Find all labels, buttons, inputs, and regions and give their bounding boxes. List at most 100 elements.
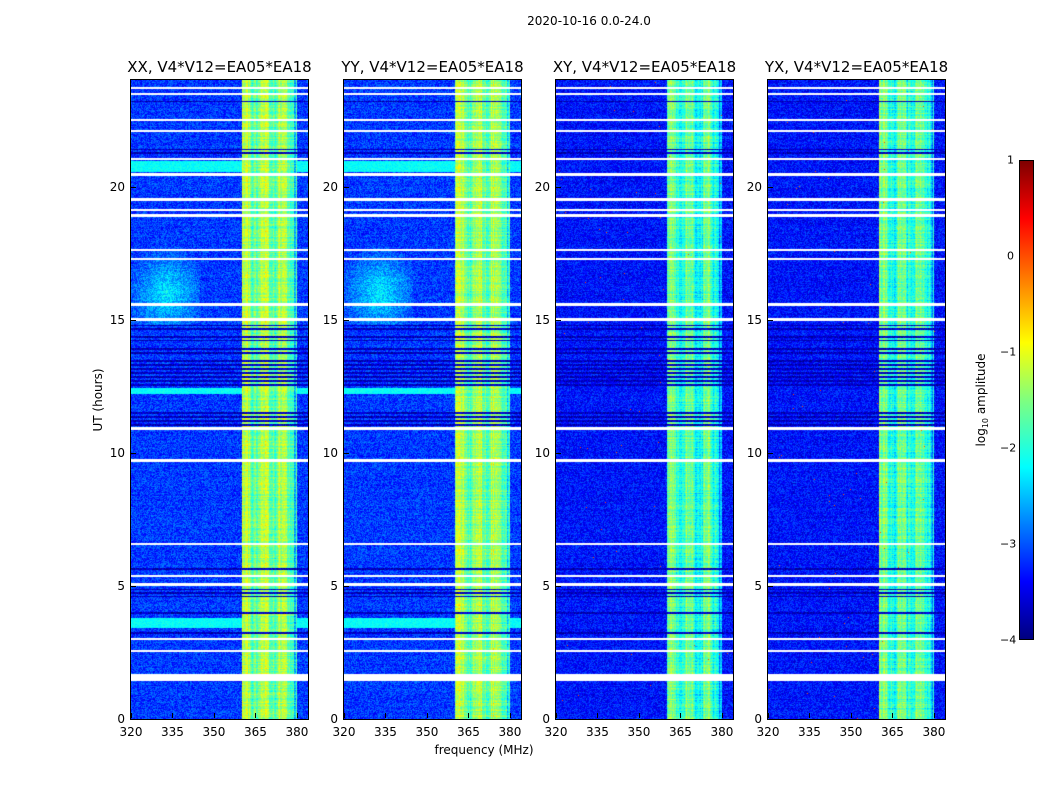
- y-tick-label: 0: [542, 712, 550, 726]
- x-tick-mark: [768, 713, 769, 718]
- x-tick-mark: [892, 713, 894, 718]
- panel-title: XX, V4*V12=EA05*EA18: [127, 58, 312, 76]
- y-tick-label: 5: [754, 578, 762, 593]
- x-tick-label: 320: [544, 725, 568, 739]
- colorbar-tick-label: 1: [1007, 153, 1014, 167]
- colorbar-label-suffix: amplitude: [973, 353, 988, 418]
- colorbar-tick-label: −1: [1000, 345, 1017, 359]
- y-tick-label: 10: [746, 445, 762, 460]
- x-tick-label: 335: [586, 725, 609, 739]
- x-tick-label: 365: [244, 725, 267, 739]
- colorbar-tick-label: −4: [1000, 633, 1017, 647]
- y-tick-mark: [556, 719, 561, 720]
- y-tick-mark: [556, 452, 561, 454]
- heatmap-image: [344, 80, 521, 719]
- spectrogram-panel-2: YY, V4*V12=EA05*EA18 320 335 350 365 380 0 5 10 1…: [323, 58, 524, 739]
- y-tick-label: 10: [109, 445, 125, 460]
- y-tick-label: 20: [322, 179, 338, 194]
- y-tick-label: 5: [542, 578, 550, 593]
- y-tick-mark: [344, 585, 349, 587]
- colorbar-label-sub: 10: [981, 417, 991, 429]
- x-tick-label: 350: [415, 725, 439, 739]
- x-tick-mark: [385, 713, 387, 718]
- y-tick-mark: [131, 452, 136, 454]
- y-tick-label: 15: [534, 312, 550, 327]
- x-tick-label: 365: [669, 725, 692, 739]
- y-tick-label: 15: [322, 312, 338, 327]
- colorbar-tick-label: −2: [1000, 441, 1017, 455]
- x-tick-mark: [255, 713, 257, 718]
- y-tick-label: 20: [534, 179, 550, 194]
- x-tick-label: 320: [119, 725, 143, 739]
- y-tick-mark: [768, 452, 773, 454]
- colorbar-label-prefix: log: [973, 428, 988, 447]
- x-tick-mark: [933, 713, 935, 718]
- x-tick-mark: [556, 713, 557, 718]
- colorbar-label: log10 amplitude: [974, 354, 990, 447]
- panel-title: YY, V4*V12=EA05*EA18: [341, 58, 524, 76]
- y-tick-label: 15: [746, 312, 762, 327]
- y-tick-label: 10: [322, 445, 338, 460]
- y-tick-mark: [768, 319, 773, 321]
- x-tick-mark: [638, 713, 640, 718]
- spectrogram-panel-3: XY, V4*V12=EA05*EA18 320 335 350 365 380 0 5 10 1…: [535, 58, 736, 739]
- x-tick-mark: [131, 713, 132, 718]
- y-tick-mark: [344, 186, 349, 188]
- x-tick-mark: [213, 713, 215, 718]
- y-tick-label: 5: [330, 578, 338, 593]
- y-tick-mark: [131, 585, 136, 587]
- x-tick-label: 350: [202, 725, 226, 739]
- y-tick-label: 20: [109, 179, 125, 194]
- x-tick-label: 380: [710, 725, 734, 739]
- y-tick-label: 15: [109, 312, 125, 327]
- y-tick-label: 20: [746, 179, 762, 194]
- heatmap-image: [131, 80, 308, 719]
- x-tick-label: 350: [627, 725, 651, 739]
- x-tick-mark: [721, 713, 723, 718]
- x-tick-mark: [850, 713, 852, 718]
- y-tick-mark: [768, 585, 773, 587]
- heatmap-image: [556, 80, 733, 719]
- y-tick-mark: [556, 319, 561, 321]
- x-tick-label: 335: [374, 725, 397, 739]
- y-tick-mark: [556, 186, 561, 188]
- x-tick-mark: [468, 713, 470, 718]
- panel-title: XY, V4*V12=EA05*EA18: [552, 58, 737, 76]
- colorbar-tick-label: −3: [1000, 537, 1017, 551]
- x-tick-label: 320: [332, 725, 356, 739]
- x-tick-label: 335: [798, 725, 821, 739]
- y-tick-mark: [131, 719, 136, 720]
- spectrogram-panel-4: YX, V4*V12=EA05*EA18 320 335 350 365 380 0 5 10 1…: [747, 58, 948, 739]
- x-tick-label: 365: [881, 725, 904, 739]
- x-tick-label: 350: [839, 725, 863, 739]
- panel-title: YX, V4*V12=EA05*EA18: [764, 58, 949, 76]
- x-tick-mark: [296, 713, 298, 718]
- x-tick-mark: [426, 713, 428, 718]
- x-tick-label: 380: [922, 725, 946, 739]
- y-tick-label: 0: [330, 712, 338, 726]
- x-tick-mark: [809, 713, 811, 718]
- x-tick-label: 380: [285, 725, 309, 739]
- x-tick-mark: [680, 713, 682, 718]
- x-tick-mark: [172, 713, 174, 718]
- x-tick-mark: [344, 713, 345, 718]
- y-tick-mark: [344, 319, 349, 321]
- y-axis-label: UT (hours): [91, 368, 105, 432]
- y-tick-mark: [344, 719, 349, 720]
- x-tick-label: 380: [498, 725, 522, 739]
- y-tick-label: 0: [117, 712, 125, 726]
- y-tick-label: 0: [754, 712, 762, 726]
- y-tick-label: 5: [117, 578, 125, 593]
- y-tick-label: 10: [534, 445, 550, 460]
- x-axis-label: frequency (MHz): [434, 743, 534, 757]
- x-tick-mark: [509, 713, 511, 718]
- y-tick-mark: [556, 585, 561, 587]
- x-tick-label: 365: [457, 725, 480, 739]
- y-tick-mark: [768, 186, 773, 188]
- y-tick-mark: [131, 186, 136, 188]
- x-tick-label: 335: [161, 725, 184, 739]
- x-tick-mark: [597, 713, 599, 718]
- y-tick-mark: [768, 719, 773, 720]
- heatmap-image: [768, 80, 945, 719]
- colorbar: [1019, 160, 1034, 640]
